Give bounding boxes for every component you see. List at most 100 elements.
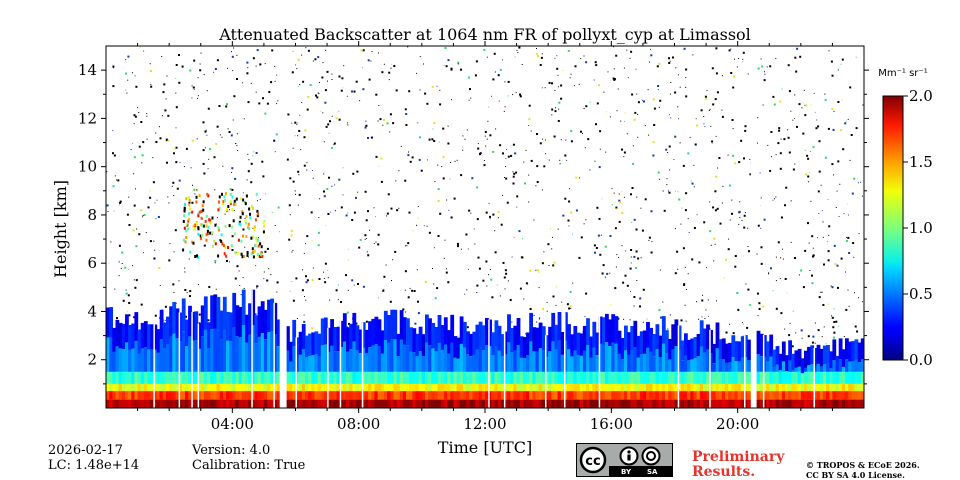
bl-cell (273, 302, 278, 335)
bl-cell (475, 349, 480, 372)
noise-speck (670, 82, 672, 83)
bl-cell (478, 321, 483, 348)
bl-cell (822, 399, 827, 408)
noise-speck (585, 219, 587, 221)
bl-cell (440, 383, 445, 392)
bl-cell (305, 383, 309, 392)
noise-speck (146, 115, 148, 117)
bl-cell (649, 371, 653, 384)
bl-cell (668, 371, 672, 384)
noise-speck (596, 102, 599, 105)
noise-speck (838, 216, 840, 217)
bl-cell (399, 383, 404, 392)
noise-speck (198, 322, 201, 325)
bl-cell (216, 296, 221, 331)
noise-speck (206, 134, 208, 136)
bl-cell (106, 371, 110, 384)
bl-cell (251, 383, 256, 392)
bl-cell (532, 399, 537, 408)
bl-cell (838, 359, 843, 372)
cloud-cell (197, 214, 200, 218)
bl-cell (687, 371, 691, 384)
noise-speck (839, 129, 842, 132)
noise-speck (648, 236, 651, 239)
bl-cell (519, 371, 524, 384)
bl-cell (579, 399, 584, 408)
footer-lc: LC: 1.48e+14 (48, 458, 140, 473)
noise-speck (781, 88, 783, 90)
noise-speck (367, 137, 369, 139)
bl-cell (693, 337, 698, 359)
bl-cell (636, 357, 641, 372)
bl-cell (709, 353, 713, 372)
bl-cell (390, 399, 395, 408)
noise-speck (460, 68, 462, 71)
noise-speck (404, 289, 406, 291)
noise-speck (687, 273, 689, 275)
cloud-streak (361, 322, 364, 408)
noise-speck (667, 152, 669, 153)
noise-speck (562, 69, 564, 71)
noise-speck (780, 312, 783, 315)
bl-cell (513, 391, 518, 400)
bl-cell (759, 371, 764, 384)
noise-speck (250, 82, 252, 84)
noise-speck (355, 322, 358, 325)
noise-speck (578, 256, 581, 259)
bl-cell (712, 391, 717, 400)
bl-cell (317, 356, 322, 372)
noise-speck (364, 190, 367, 193)
noise-speck (202, 162, 205, 165)
cc-license-badge[interactable]: cc BY SA (576, 443, 673, 477)
noise-speck (742, 335, 744, 337)
cloud-cell (187, 219, 190, 223)
noise-speck (530, 130, 532, 132)
bl-cell (188, 399, 192, 408)
bl-cell (592, 371, 597, 384)
bl-cell (624, 391, 628, 400)
bl-cell (162, 348, 167, 372)
bl-cell (557, 399, 562, 408)
bl-cell (289, 361, 293, 372)
bl-cell (128, 399, 132, 408)
bl-cell (567, 399, 571, 408)
noise-speck (306, 169, 308, 171)
bl-cell (118, 348, 123, 372)
noise-speck (559, 159, 561, 161)
noise-speck (118, 244, 121, 247)
noise-speck (570, 73, 572, 75)
noise-speck (154, 314, 157, 317)
bl-cell (728, 399, 732, 408)
noise-speck (218, 105, 221, 107)
bl-cell (396, 383, 401, 392)
cloud-cell (231, 225, 234, 229)
noise-speck (669, 314, 671, 316)
bl-cell (715, 399, 720, 408)
noise-speck (738, 58, 740, 59)
noise-speck (760, 58, 762, 60)
bl-cell (545, 383, 549, 392)
noise-speck (828, 234, 830, 236)
noise-speck (198, 313, 201, 316)
noise-speck (486, 56, 488, 58)
noise-speck (431, 85, 434, 88)
bl-cell (788, 340, 792, 361)
bl-cell (387, 399, 391, 408)
cloud-cell (236, 251, 239, 255)
noise-speck (787, 64, 790, 67)
bl-cell (462, 399, 467, 408)
noise-speck (442, 127, 445, 130)
bl-cell (323, 399, 328, 408)
noise-speck (556, 286, 558, 288)
noise-speck (507, 80, 510, 83)
noise-speck (462, 135, 464, 137)
bl-cell (841, 399, 846, 408)
bl-cell (305, 399, 309, 408)
noise-speck (552, 295, 555, 298)
bl-cell (188, 336, 192, 372)
noise-speck (333, 142, 336, 145)
noise-speck (470, 97, 472, 99)
bl-cell (213, 399, 218, 408)
y-tick-label: 4 (87, 302, 97, 320)
bl-cell (841, 371, 846, 384)
